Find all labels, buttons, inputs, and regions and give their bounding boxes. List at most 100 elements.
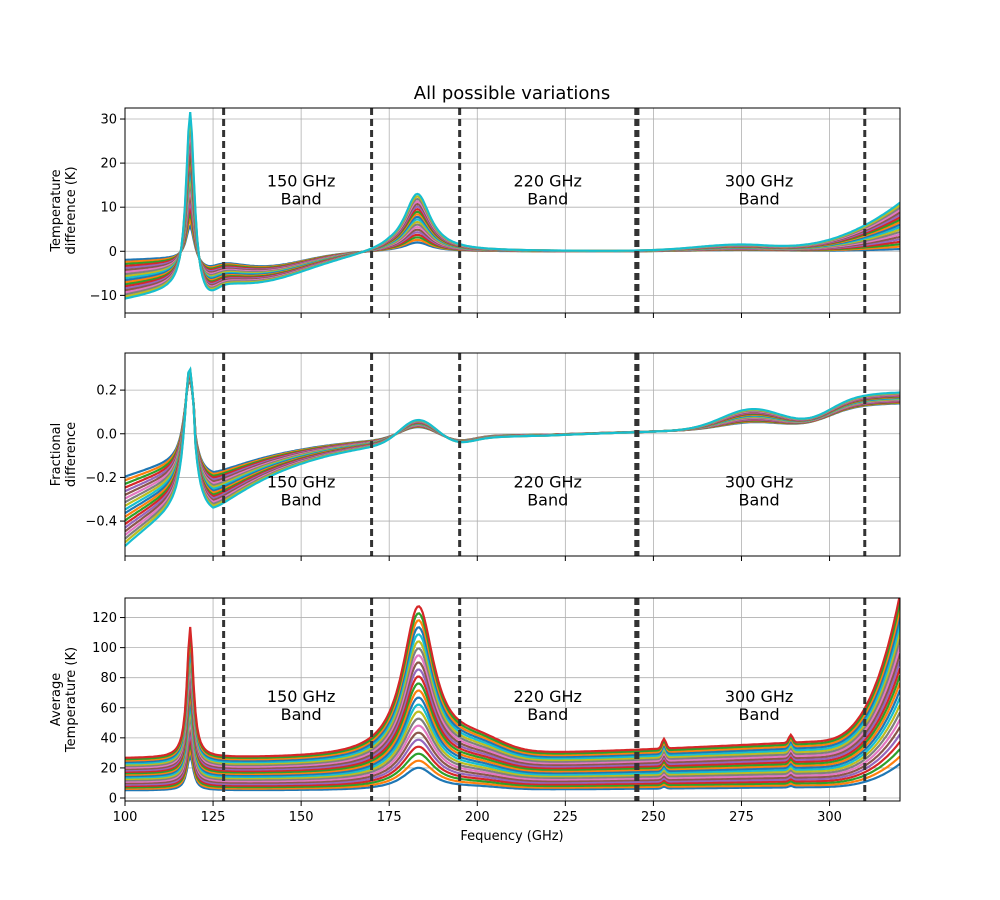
y-tick-label: 100 (92, 641, 117, 656)
y-tick-label: 10 (100, 201, 117, 216)
series-line (125, 616, 900, 764)
band-label-line1: 220 GHz (514, 687, 582, 706)
series-line (125, 195, 900, 274)
series-line (125, 370, 900, 525)
series-line (125, 111, 900, 300)
x-tick-label: 125 (201, 810, 226, 825)
series-line (125, 745, 900, 790)
series-line (125, 638, 900, 768)
series-line (125, 726, 900, 785)
series-line (125, 704, 900, 781)
y-tick-label: 120 (92, 611, 117, 626)
y-axis-label-line: Temperature (K) (64, 647, 79, 753)
band-label-line1: 150 GHz (267, 172, 335, 191)
plot-frame (124, 597, 901, 802)
band-label-line2: Band (527, 190, 568, 209)
series-line (125, 689, 900, 778)
series-line (125, 667, 900, 773)
band-label-line2: Band (739, 705, 780, 724)
y-axis-label-line: Temperature (49, 169, 64, 252)
band-label-line1: 300 GHz (725, 172, 793, 191)
series-line (125, 378, 900, 478)
band-label-line1: 220 GHz (514, 473, 582, 492)
band-label-line1: 300 GHz (725, 473, 793, 492)
band-label-line1: 150 GHz (267, 687, 335, 706)
figure-title: All possible variations (414, 83, 610, 104)
y-tick-label: 30 (100, 113, 117, 128)
series-line (125, 366, 900, 547)
series-line (125, 371, 900, 518)
plot-frame (124, 107, 901, 314)
band-label-line2: Band (281, 491, 322, 510)
series-line (125, 366, 900, 544)
y-tick-label: 0.2 (96, 384, 117, 399)
series-line (125, 203, 900, 272)
x-tick-label: 150 (289, 810, 314, 825)
y-tick-label: 60 (100, 701, 117, 716)
series-line (125, 738, 900, 788)
x-tick-label: 275 (729, 810, 754, 825)
band-label-line2: Band (527, 705, 568, 724)
band-label-line1: 300 GHz (725, 687, 793, 706)
band-label-line2: Band (281, 190, 322, 209)
series-line (125, 367, 900, 540)
y-axis-label: Fractionaldifference (49, 422, 79, 487)
series-line (125, 217, 900, 269)
series-line (125, 201, 900, 273)
series-line (125, 711, 900, 782)
series-line (125, 608, 900, 762)
y-tick-label: −0.2 (85, 471, 117, 486)
series-line (125, 682, 900, 776)
series-line (125, 744, 900, 789)
x-tick-label: 250 (641, 810, 666, 825)
band-label-line2: Band (281, 705, 322, 724)
series-line (125, 675, 900, 775)
plot-frame (124, 352, 901, 557)
x-tick-label: 300 (817, 810, 842, 825)
band-label-line2: Band (739, 491, 780, 510)
y-tick-label: 40 (100, 731, 117, 746)
y-tick-label: 80 (100, 671, 117, 686)
series-line (125, 601, 900, 761)
y-axis-label-line: difference (64, 422, 79, 487)
series-line (125, 183, 900, 277)
y-tick-label: 20 (100, 157, 117, 172)
band-label-line1: 150 GHz (267, 473, 335, 492)
series-line (125, 368, 900, 536)
series-line (125, 645, 900, 769)
series-line (125, 751, 900, 792)
x-tick-label: 200 (465, 810, 490, 825)
y-tick-label: 0 (109, 245, 117, 260)
series-line (125, 719, 900, 783)
series-line (125, 653, 900, 771)
series-line (125, 733, 900, 786)
y-axis-label: Temperaturedifference (K) (49, 166, 79, 254)
y-tick-label: 0 (109, 791, 117, 806)
y-tick-label: −0.4 (85, 515, 117, 530)
series-group (125, 366, 900, 547)
series-line (125, 623, 900, 765)
series-line (125, 660, 900, 772)
x-tick-label: 175 (377, 810, 402, 825)
series-line (125, 189, 900, 275)
y-axis-label-line: difference (K) (64, 166, 79, 254)
y-tick-label: 0.0 (96, 427, 117, 442)
y-axis-label-line: Average (49, 673, 64, 726)
series-line (125, 697, 900, 779)
series-group (125, 598, 900, 792)
series-line (125, 368, 900, 533)
y-axis-label-line: Fractional (49, 423, 64, 486)
y-axis-label: AverageTemperature (K) (49, 647, 79, 753)
band-label-line2: Band (739, 190, 780, 209)
series-line (125, 378, 900, 482)
y-tick-label: −10 (90, 289, 117, 304)
x-tick-label: 225 (553, 810, 578, 825)
x-tick-label: 100 (113, 810, 138, 825)
band-label-line1: 220 GHz (514, 172, 582, 191)
band-label-line2: Band (527, 491, 568, 510)
y-tick-label: 20 (100, 761, 117, 776)
